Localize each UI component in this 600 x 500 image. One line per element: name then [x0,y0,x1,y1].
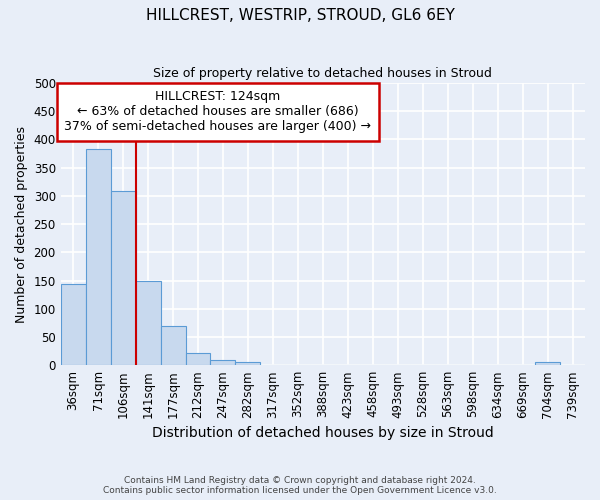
Text: HILLCREST, WESTRIP, STROUD, GL6 6EY: HILLCREST, WESTRIP, STROUD, GL6 6EY [146,8,454,22]
Text: Contains HM Land Registry data © Crown copyright and database right 2024.
Contai: Contains HM Land Registry data © Crown c… [103,476,497,495]
Bar [110,192,136,365]
Bar [235,362,260,365]
Bar [61,284,86,365]
Bar [535,362,560,365]
Text: HILLCREST: 124sqm
← 63% of detached houses are smaller (686)
37% of semi-detache: HILLCREST: 124sqm ← 63% of detached hous… [64,90,371,133]
X-axis label: Distribution of detached houses by size in Stroud: Distribution of detached houses by size … [152,426,494,440]
Y-axis label: Number of detached properties: Number of detached properties [15,126,28,322]
Bar [136,280,161,365]
Bar [86,149,110,365]
Title: Size of property relative to detached houses in Stroud: Size of property relative to detached ho… [154,68,492,80]
Bar [211,360,235,365]
Bar [161,326,185,365]
Bar [185,353,211,365]
